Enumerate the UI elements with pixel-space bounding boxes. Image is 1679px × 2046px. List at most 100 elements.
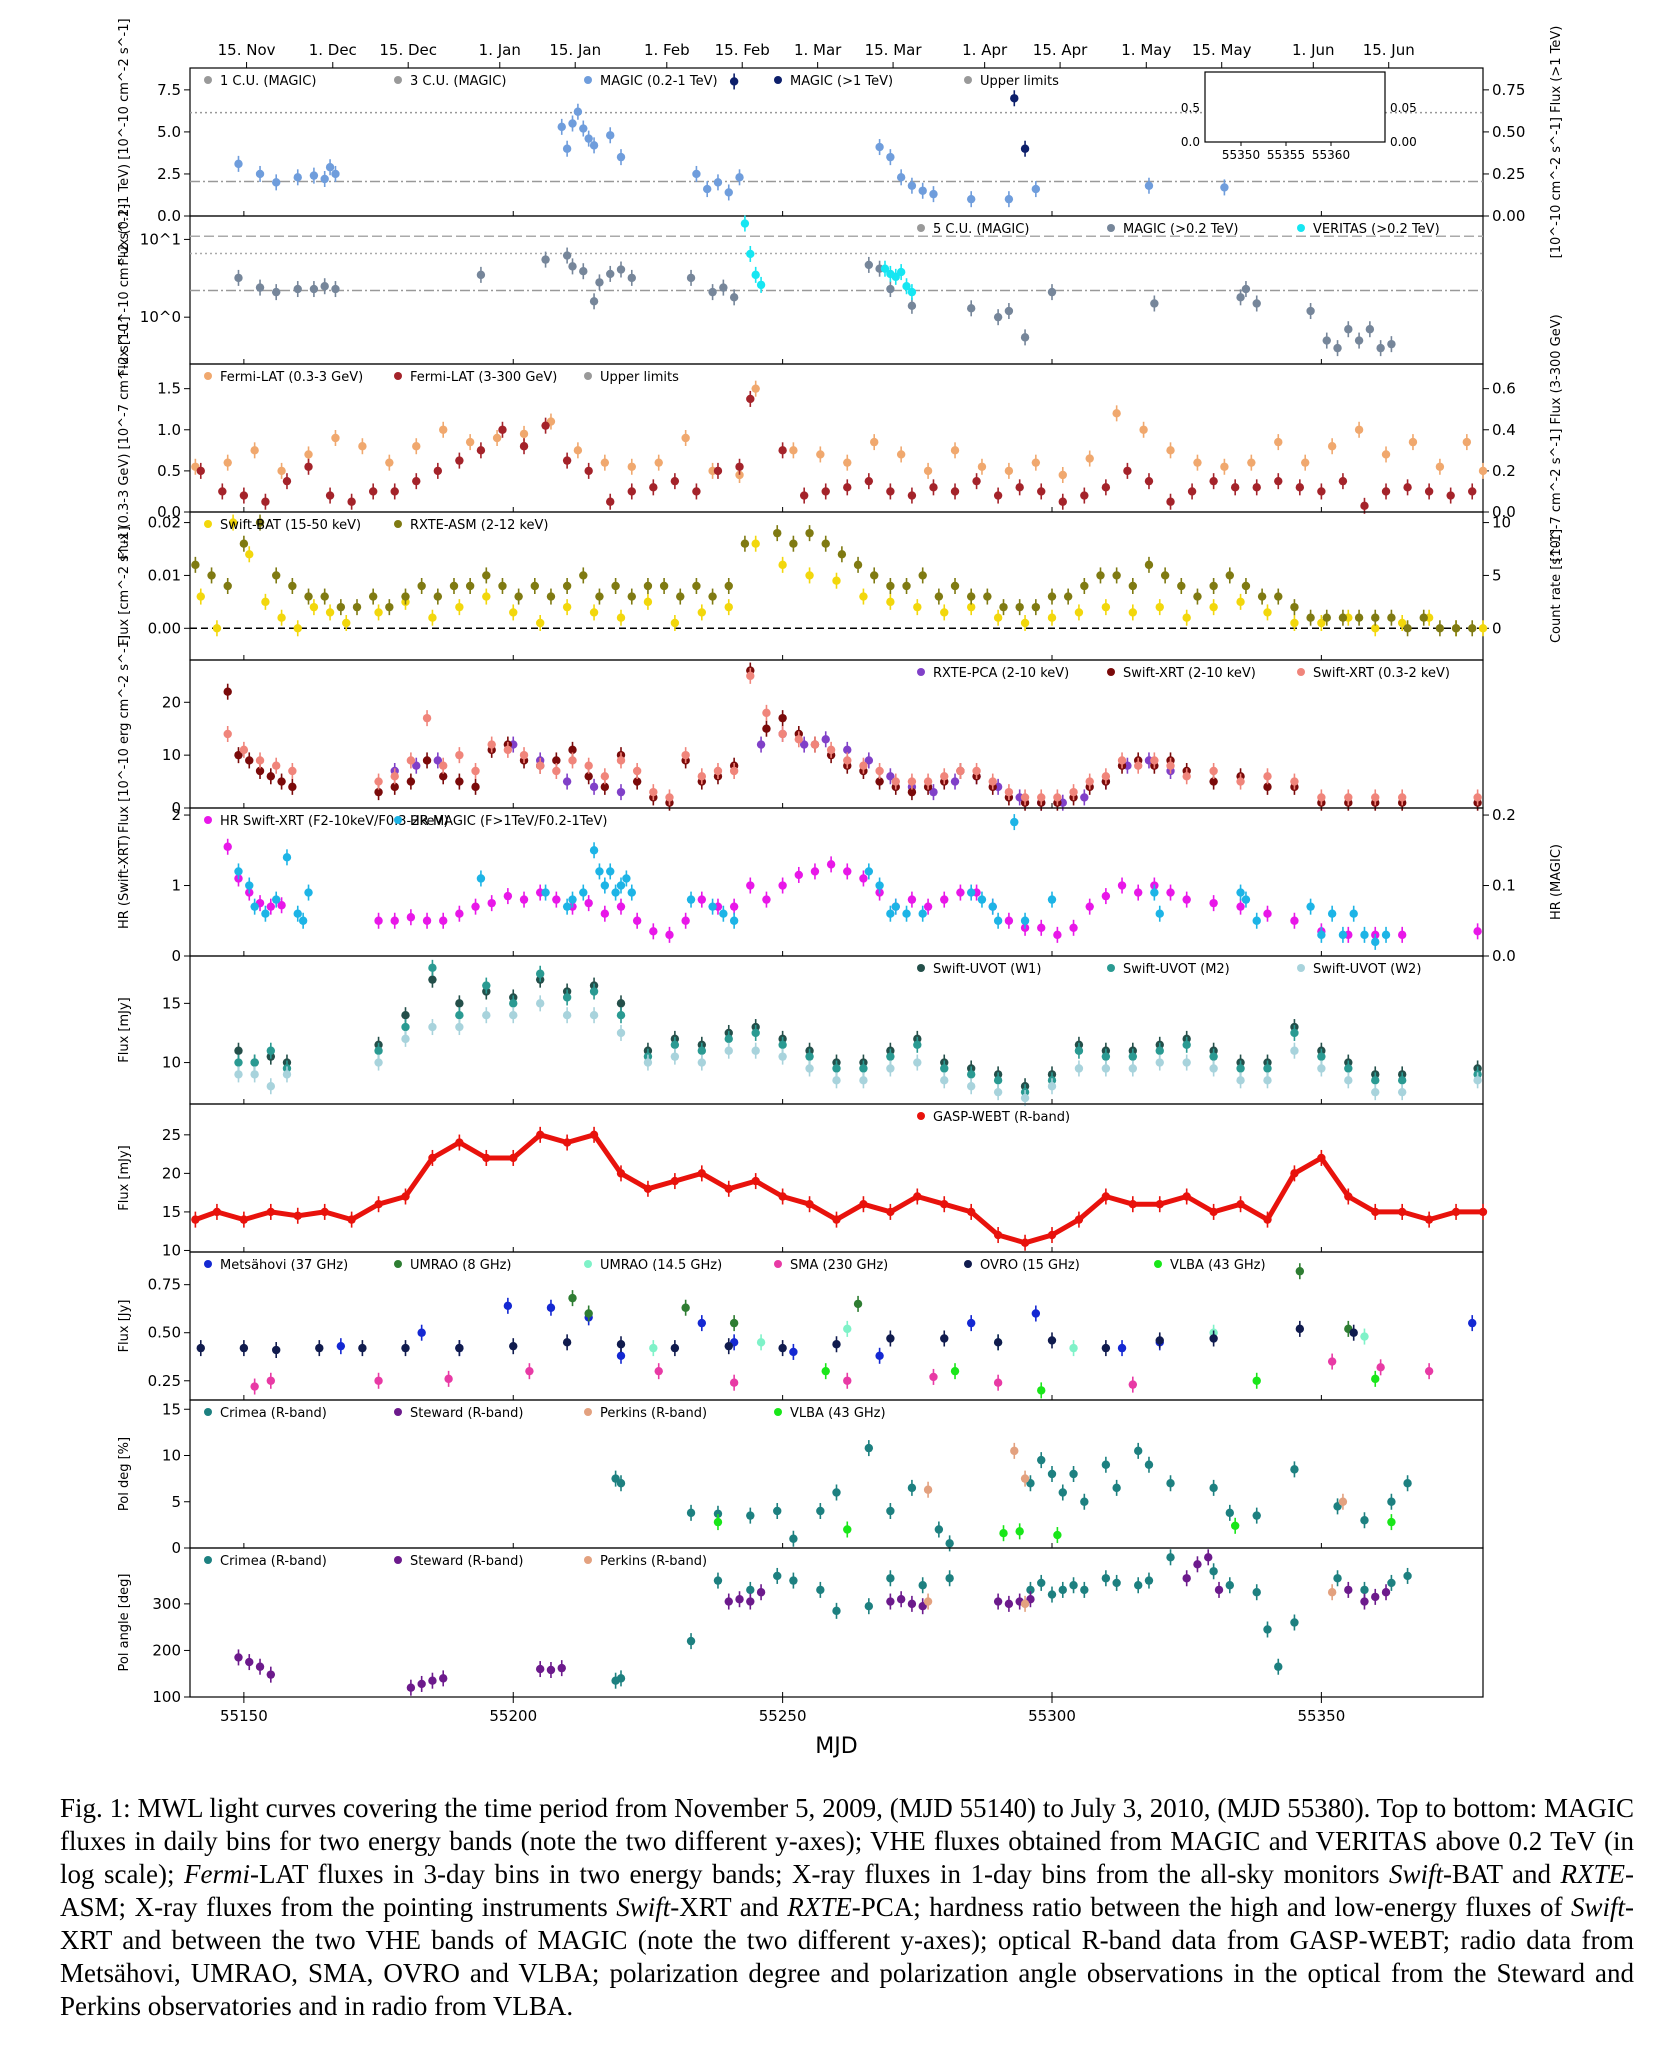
data-point xyxy=(584,898,593,908)
data-point xyxy=(940,1076,949,1085)
data-point xyxy=(1252,916,1261,925)
data-point xyxy=(1371,1087,1380,1097)
data-point xyxy=(1397,618,1407,628)
data-point xyxy=(1241,284,1251,294)
data-point xyxy=(993,491,1003,500)
data-point xyxy=(428,963,437,973)
data-point xyxy=(1020,618,1030,628)
data-point xyxy=(697,1318,707,1328)
data-point xyxy=(535,1130,545,1140)
data-point xyxy=(191,1215,200,1224)
data-point xyxy=(1037,487,1046,496)
data-point xyxy=(1241,581,1251,591)
data-point xyxy=(1182,1040,1191,1050)
data-point xyxy=(1047,592,1057,601)
data-point xyxy=(713,466,723,476)
data-point xyxy=(1144,560,1154,570)
data-point xyxy=(509,999,518,1008)
legend-entry: HR Swift-XRT (F2-10keV/F0.3-2keV) xyxy=(220,814,449,829)
top-axis-date-label: 15. Mar xyxy=(865,41,923,59)
data-point xyxy=(589,846,599,855)
data-point xyxy=(1274,592,1283,601)
data-point xyxy=(1101,1460,1111,1469)
data-point xyxy=(1446,491,1455,500)
data-point xyxy=(1155,1200,1164,1209)
data-point xyxy=(886,1334,895,1343)
data-point xyxy=(983,592,992,601)
data-point xyxy=(681,916,690,925)
data-point xyxy=(223,458,232,467)
data-point xyxy=(1004,1599,1014,1609)
data-point xyxy=(304,888,313,897)
data-point xyxy=(891,902,900,911)
data-point xyxy=(907,301,917,311)
data-point xyxy=(315,1343,324,1353)
data-point xyxy=(1230,1521,1240,1531)
data-point xyxy=(482,981,491,990)
data-point xyxy=(956,766,965,776)
data-point xyxy=(250,1058,259,1067)
legend-entry: Swift-XRT (0.3-2 keV) xyxy=(1313,666,1450,681)
data-point xyxy=(277,466,286,476)
data-point xyxy=(703,184,712,194)
data-point xyxy=(773,528,782,538)
data-point xyxy=(1333,343,1342,353)
data-point xyxy=(654,1366,663,1376)
data-point xyxy=(1403,483,1412,492)
data-point xyxy=(417,1679,426,1689)
data-point xyxy=(859,1200,868,1209)
data-point xyxy=(864,1443,874,1453)
data-point xyxy=(616,902,626,911)
data-point xyxy=(207,571,216,580)
data-point xyxy=(1360,1597,1369,1606)
data-point xyxy=(778,1040,787,1050)
data-point xyxy=(1031,458,1041,467)
y-tick-label: 0.0 xyxy=(157,503,181,521)
data-point xyxy=(870,571,879,580)
data-point xyxy=(385,458,394,467)
data-point xyxy=(439,772,448,781)
data-point xyxy=(1128,608,1138,617)
data-point xyxy=(1037,1455,1046,1465)
data-point xyxy=(746,394,755,404)
data-point xyxy=(552,756,561,765)
data-point xyxy=(632,766,642,776)
data-point xyxy=(401,592,410,601)
data-point xyxy=(471,902,480,911)
data-point xyxy=(794,870,803,880)
y-axis-label: Pol angle [deg] xyxy=(117,1574,132,1672)
data-point xyxy=(1209,602,1218,612)
data-point xyxy=(1317,1153,1326,1163)
data-point xyxy=(751,384,760,393)
data-point xyxy=(735,470,744,480)
legend-marker xyxy=(1107,224,1115,232)
data-point xyxy=(1290,1169,1299,1178)
data-point xyxy=(993,916,1003,925)
x-tick-label: 55250 xyxy=(759,1707,807,1725)
data-point xyxy=(245,756,254,765)
data-point xyxy=(1387,613,1396,622)
data-point xyxy=(810,740,820,749)
data-point xyxy=(568,119,577,128)
data-point xyxy=(1209,1207,1218,1217)
data-point xyxy=(993,1087,1003,1097)
y-tick-label: 10 xyxy=(162,746,181,764)
data-point xyxy=(1004,466,1014,476)
data-point xyxy=(616,1028,626,1038)
data-point xyxy=(832,576,841,585)
data-point xyxy=(546,1665,556,1675)
data-point xyxy=(309,602,319,612)
data-point xyxy=(212,1207,222,1217)
data-point xyxy=(713,766,723,776)
legend-entry: Perkins (R-band) xyxy=(600,1406,707,1421)
data-point xyxy=(1327,1588,1337,1597)
data-point xyxy=(401,1192,410,1201)
data-point xyxy=(1381,930,1391,940)
y2-tick-label: 0.4 xyxy=(1492,421,1516,439)
data-point xyxy=(455,1138,464,1147)
data-point xyxy=(487,740,496,749)
data-point xyxy=(1134,888,1143,897)
legend-marker xyxy=(584,1260,592,1268)
legend-marker xyxy=(917,668,925,676)
data-point xyxy=(1360,1585,1369,1595)
